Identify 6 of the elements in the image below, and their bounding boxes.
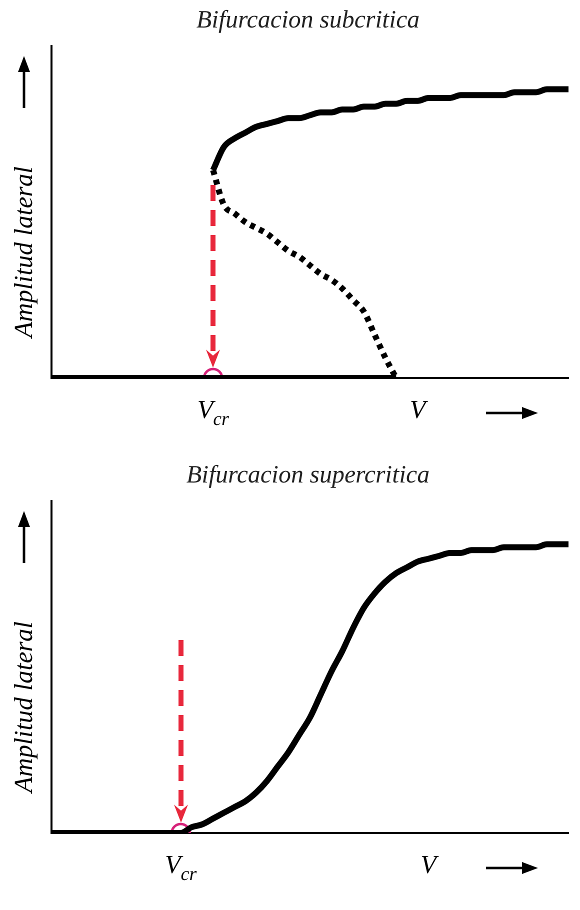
y-axis-title: Amplitud lateral: [9, 621, 39, 792]
y-axis-title: Amplitud lateral: [9, 166, 39, 338]
chart-title: Bifurcacion subcritica: [196, 6, 420, 34]
x-tick-label: V: [410, 395, 429, 424]
chart-title: Bifurcacion supercritica: [186, 462, 430, 489]
x-tick-label: V: [420, 850, 440, 879]
